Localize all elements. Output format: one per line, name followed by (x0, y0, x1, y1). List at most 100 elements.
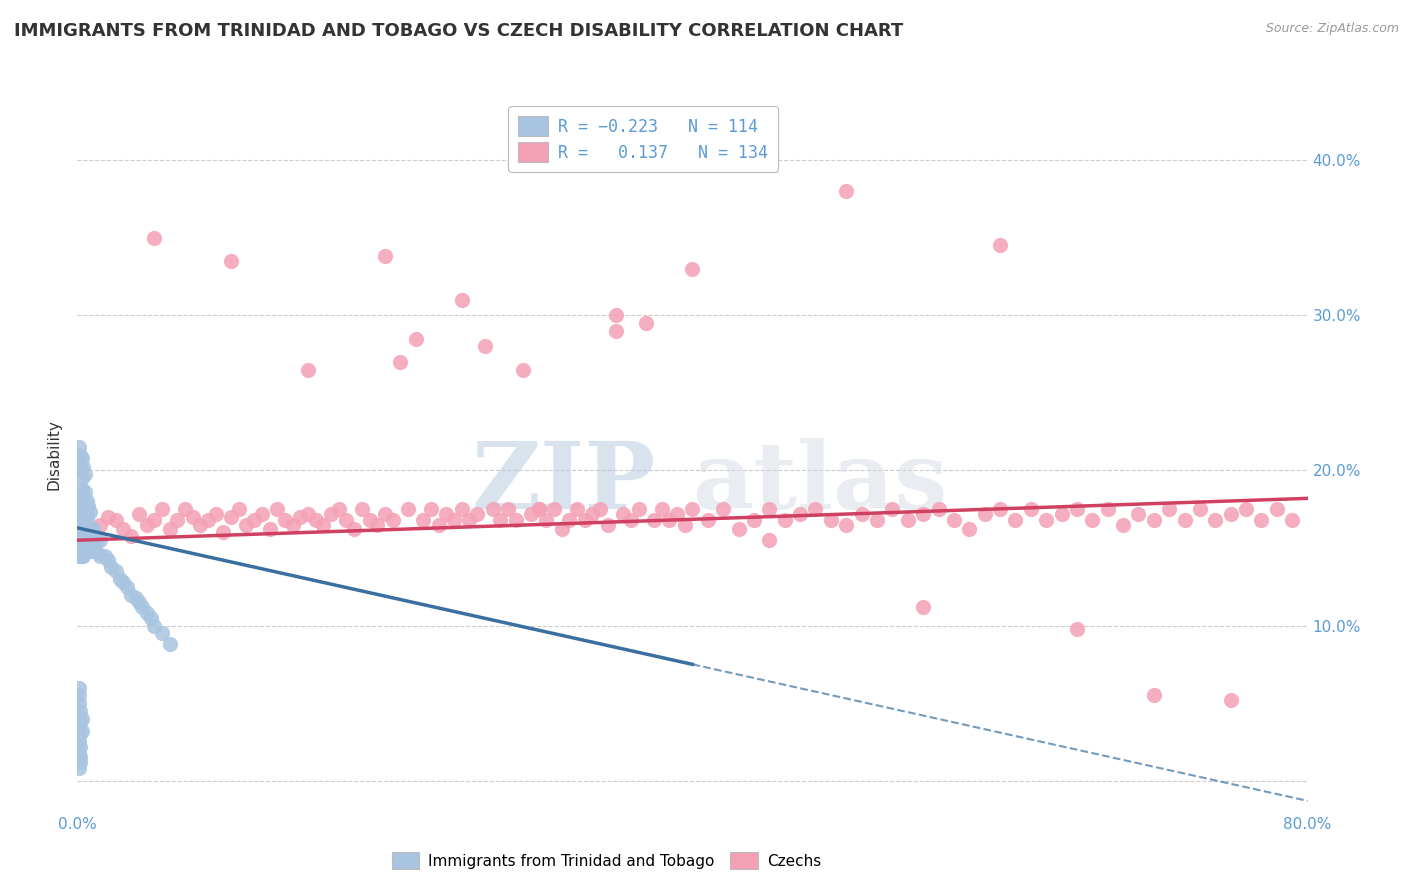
Point (72, 490, 94, 504)
Point (381, 513, 404, 527)
Point (69, 498, 91, 512)
Point (128, 595, 150, 609)
Point (682, 502, 704, 516)
Point (389, 355, 412, 369)
Point (1143, 689, 1166, 703)
Point (581, 507, 603, 521)
Point (188, 517, 212, 532)
Point (72, 494, 94, 508)
Point (72, 513, 94, 527)
Point (104, 513, 127, 527)
Point (67, 510, 90, 524)
Point (69, 517, 91, 532)
Point (69, 491, 91, 506)
Point (76, 544, 98, 558)
Point (328, 502, 350, 516)
Point (312, 517, 335, 532)
Point (67, 517, 90, 532)
Point (627, 502, 650, 516)
Point (197, 513, 219, 527)
Point (174, 502, 197, 516)
Point (512, 362, 534, 376)
Point (69, 750, 91, 764)
Text: atlas: atlas (693, 439, 948, 528)
Point (250, 507, 273, 521)
Point (67, 681, 90, 695)
Point (520, 507, 543, 521)
Point (73, 467, 96, 481)
Point (259, 522, 281, 536)
Point (70, 712, 93, 726)
Point (359, 513, 381, 527)
Point (297, 362, 319, 376)
Point (69, 714, 91, 729)
Point (565, 502, 588, 516)
Point (1219, 693, 1241, 707)
Point (620, 513, 643, 527)
Point (77, 522, 100, 536)
Point (82, 522, 104, 536)
Point (67, 761, 90, 775)
Point (69, 704, 91, 718)
Point (1219, 507, 1241, 521)
Point (758, 502, 780, 516)
Point (125, 591, 148, 605)
Point (120, 588, 142, 602)
Point (70, 522, 93, 536)
Point (73, 533, 96, 548)
Point (742, 513, 765, 527)
Point (851, 507, 873, 521)
Point (89, 517, 111, 532)
Point (804, 502, 827, 516)
Point (72, 460, 94, 475)
Point (69, 522, 91, 536)
Point (82, 544, 104, 558)
Point (820, 513, 842, 527)
Point (274, 513, 297, 527)
Point (67, 522, 90, 536)
Point (67, 746, 90, 760)
Point (159, 522, 181, 536)
Point (636, 316, 658, 330)
Point (789, 507, 811, 521)
Point (69, 727, 91, 741)
Point (682, 261, 704, 276)
Point (67, 533, 90, 548)
Point (77, 544, 100, 558)
Point (235, 517, 257, 532)
Point (589, 502, 612, 516)
Point (1128, 507, 1150, 521)
Point (427, 517, 450, 532)
Point (1143, 513, 1166, 527)
Point (758, 533, 780, 548)
Point (69, 739, 91, 754)
Point (396, 502, 419, 516)
Point (465, 507, 488, 521)
Y-axis label: Disability: Disability (46, 419, 62, 491)
Point (343, 522, 366, 536)
Point (366, 517, 388, 532)
Point (67, 719, 90, 733)
Point (77, 533, 100, 548)
Point (70, 513, 93, 527)
Point (67, 502, 90, 516)
Point (135, 606, 157, 620)
Point (1234, 502, 1257, 516)
Point (110, 572, 132, 586)
Point (70, 507, 93, 521)
Point (912, 507, 935, 521)
Point (335, 513, 357, 527)
Point (67, 689, 90, 703)
Point (405, 332, 427, 346)
Point (988, 238, 1011, 252)
Point (97, 553, 120, 567)
Point (70, 724, 93, 739)
Legend: Immigrants from Trinidad and Tobago, Czechs: Immigrants from Trinidad and Tobago, Cze… (385, 846, 827, 875)
Text: ZIP: ZIP (471, 439, 655, 528)
Point (80, 533, 103, 548)
Point (72, 549, 94, 563)
Point (70, 507, 93, 521)
Point (79, 533, 101, 548)
Point (115, 580, 138, 594)
Point (72, 544, 94, 558)
